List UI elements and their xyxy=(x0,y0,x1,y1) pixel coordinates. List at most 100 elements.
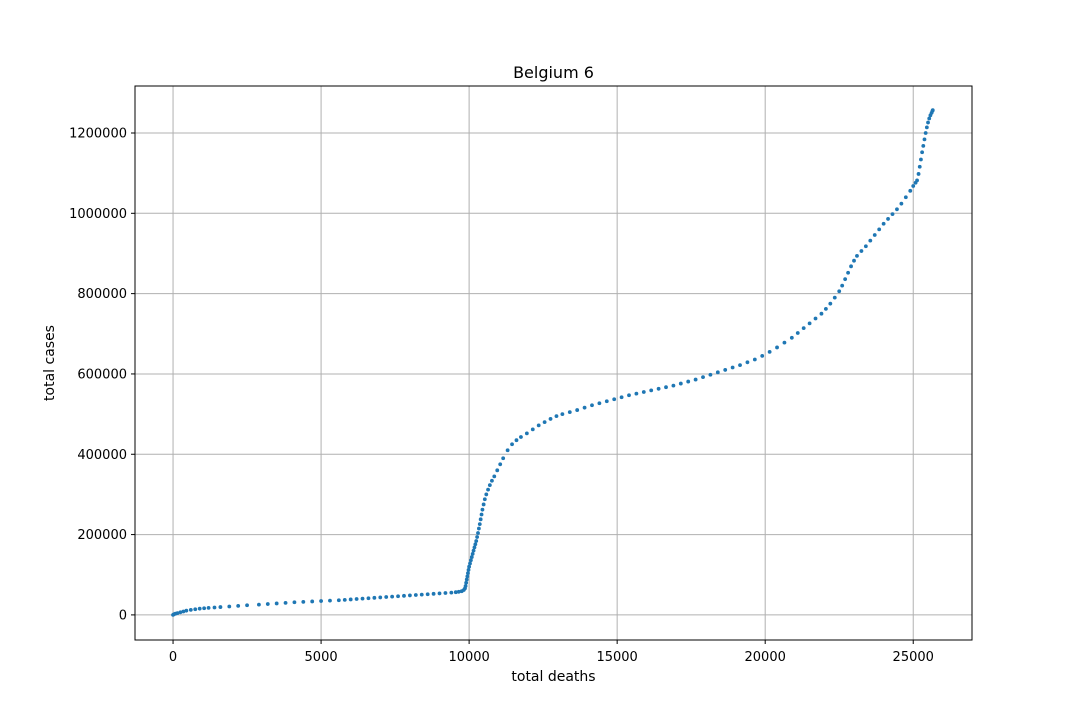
axis-ticks: 0 5000 10000 15000 20000 25000 0 200000 400000 60… xyxy=(69,126,934,665)
data-point xyxy=(514,438,519,443)
data-point xyxy=(656,386,661,391)
data-point xyxy=(218,605,223,609)
data-point xyxy=(471,548,476,553)
data-point xyxy=(881,221,886,226)
y-tick-label: 800000 xyxy=(77,287,127,302)
data-point xyxy=(590,403,594,408)
x-tick-label: 15000 xyxy=(596,650,637,665)
y-tick-label: 0 xyxy=(119,608,127,623)
data-point xyxy=(782,340,787,345)
data-point xyxy=(487,483,492,488)
data-point xyxy=(723,368,728,372)
data-point xyxy=(283,600,288,605)
chart-title: Belgium 6 xyxy=(513,63,594,82)
data-point xyxy=(328,598,332,603)
data-point xyxy=(449,590,454,595)
data-point xyxy=(466,571,470,576)
data-point xyxy=(832,295,837,300)
data-point xyxy=(917,164,922,169)
data-point xyxy=(437,591,442,596)
data-point xyxy=(767,349,772,354)
data-point xyxy=(480,507,485,512)
data-point xyxy=(336,598,341,603)
data-point xyxy=(413,593,418,597)
data-point xyxy=(476,526,481,531)
data-point xyxy=(775,345,779,350)
data-point xyxy=(641,390,646,394)
data-point xyxy=(903,195,908,200)
data-point xyxy=(425,592,430,597)
data-point xyxy=(926,120,930,125)
data-point xyxy=(919,157,923,162)
data-point xyxy=(431,591,436,596)
data-point xyxy=(855,253,859,258)
data-point xyxy=(671,383,676,388)
data-point xyxy=(575,408,580,412)
data-point xyxy=(505,448,510,453)
data-point xyxy=(582,405,587,410)
data-point xyxy=(443,591,448,595)
data-point xyxy=(868,238,873,243)
data-point xyxy=(823,306,828,311)
data-point xyxy=(890,212,895,217)
data-point xyxy=(477,522,482,527)
data-point xyxy=(886,217,890,221)
y-tick-label: 600000 xyxy=(77,367,127,382)
data-point xyxy=(693,377,698,382)
data-point xyxy=(265,602,270,606)
x-tick-label: 25000 xyxy=(893,650,934,665)
data-point xyxy=(752,357,757,362)
data-point xyxy=(310,599,315,604)
data-point xyxy=(178,610,183,615)
data-point xyxy=(849,264,853,269)
data-point xyxy=(927,116,932,121)
data-point xyxy=(872,233,877,237)
data-point xyxy=(911,184,916,188)
data-point xyxy=(492,474,497,479)
data-point xyxy=(484,492,489,497)
data-point xyxy=(479,512,484,517)
data-point xyxy=(378,595,383,600)
data-point xyxy=(478,517,483,522)
data-point xyxy=(813,316,818,321)
data-point xyxy=(908,188,913,193)
data-point xyxy=(840,283,845,288)
x-axis-label: total deaths xyxy=(511,669,595,685)
data-point xyxy=(859,249,864,253)
data-point xyxy=(530,427,535,432)
data-point xyxy=(852,258,856,263)
data-point xyxy=(319,599,323,603)
data-point xyxy=(257,602,261,607)
data-point xyxy=(473,542,478,547)
data-point xyxy=(619,395,624,400)
data-point xyxy=(899,201,904,206)
data-point xyxy=(510,442,514,447)
data-point xyxy=(396,594,400,599)
y-tick-label: 400000 xyxy=(77,448,127,463)
data-point xyxy=(843,277,848,282)
data-point xyxy=(819,311,824,316)
data-point xyxy=(236,603,241,608)
data-point xyxy=(895,207,899,212)
grid xyxy=(135,86,972,640)
data-point xyxy=(476,531,480,535)
data-point xyxy=(467,564,472,569)
data-point xyxy=(402,593,406,598)
data-point xyxy=(495,468,500,473)
data-point xyxy=(708,372,713,377)
data-point xyxy=(567,410,572,414)
data-point xyxy=(464,580,469,585)
y-tick-label: 1000000 xyxy=(69,207,127,222)
y-tick-label: 1200000 xyxy=(69,126,127,141)
x-tick-label: 10000 xyxy=(448,650,489,665)
data-point xyxy=(664,385,668,390)
data-point xyxy=(738,363,742,368)
plot-frame xyxy=(134,85,973,641)
data-point xyxy=(202,606,207,611)
x-tick-label: 5000 xyxy=(305,650,338,665)
y-tick-label: 200000 xyxy=(77,528,127,543)
data-points xyxy=(171,108,935,617)
data-point xyxy=(481,502,486,507)
data-point xyxy=(877,227,882,232)
data-point xyxy=(686,379,691,384)
